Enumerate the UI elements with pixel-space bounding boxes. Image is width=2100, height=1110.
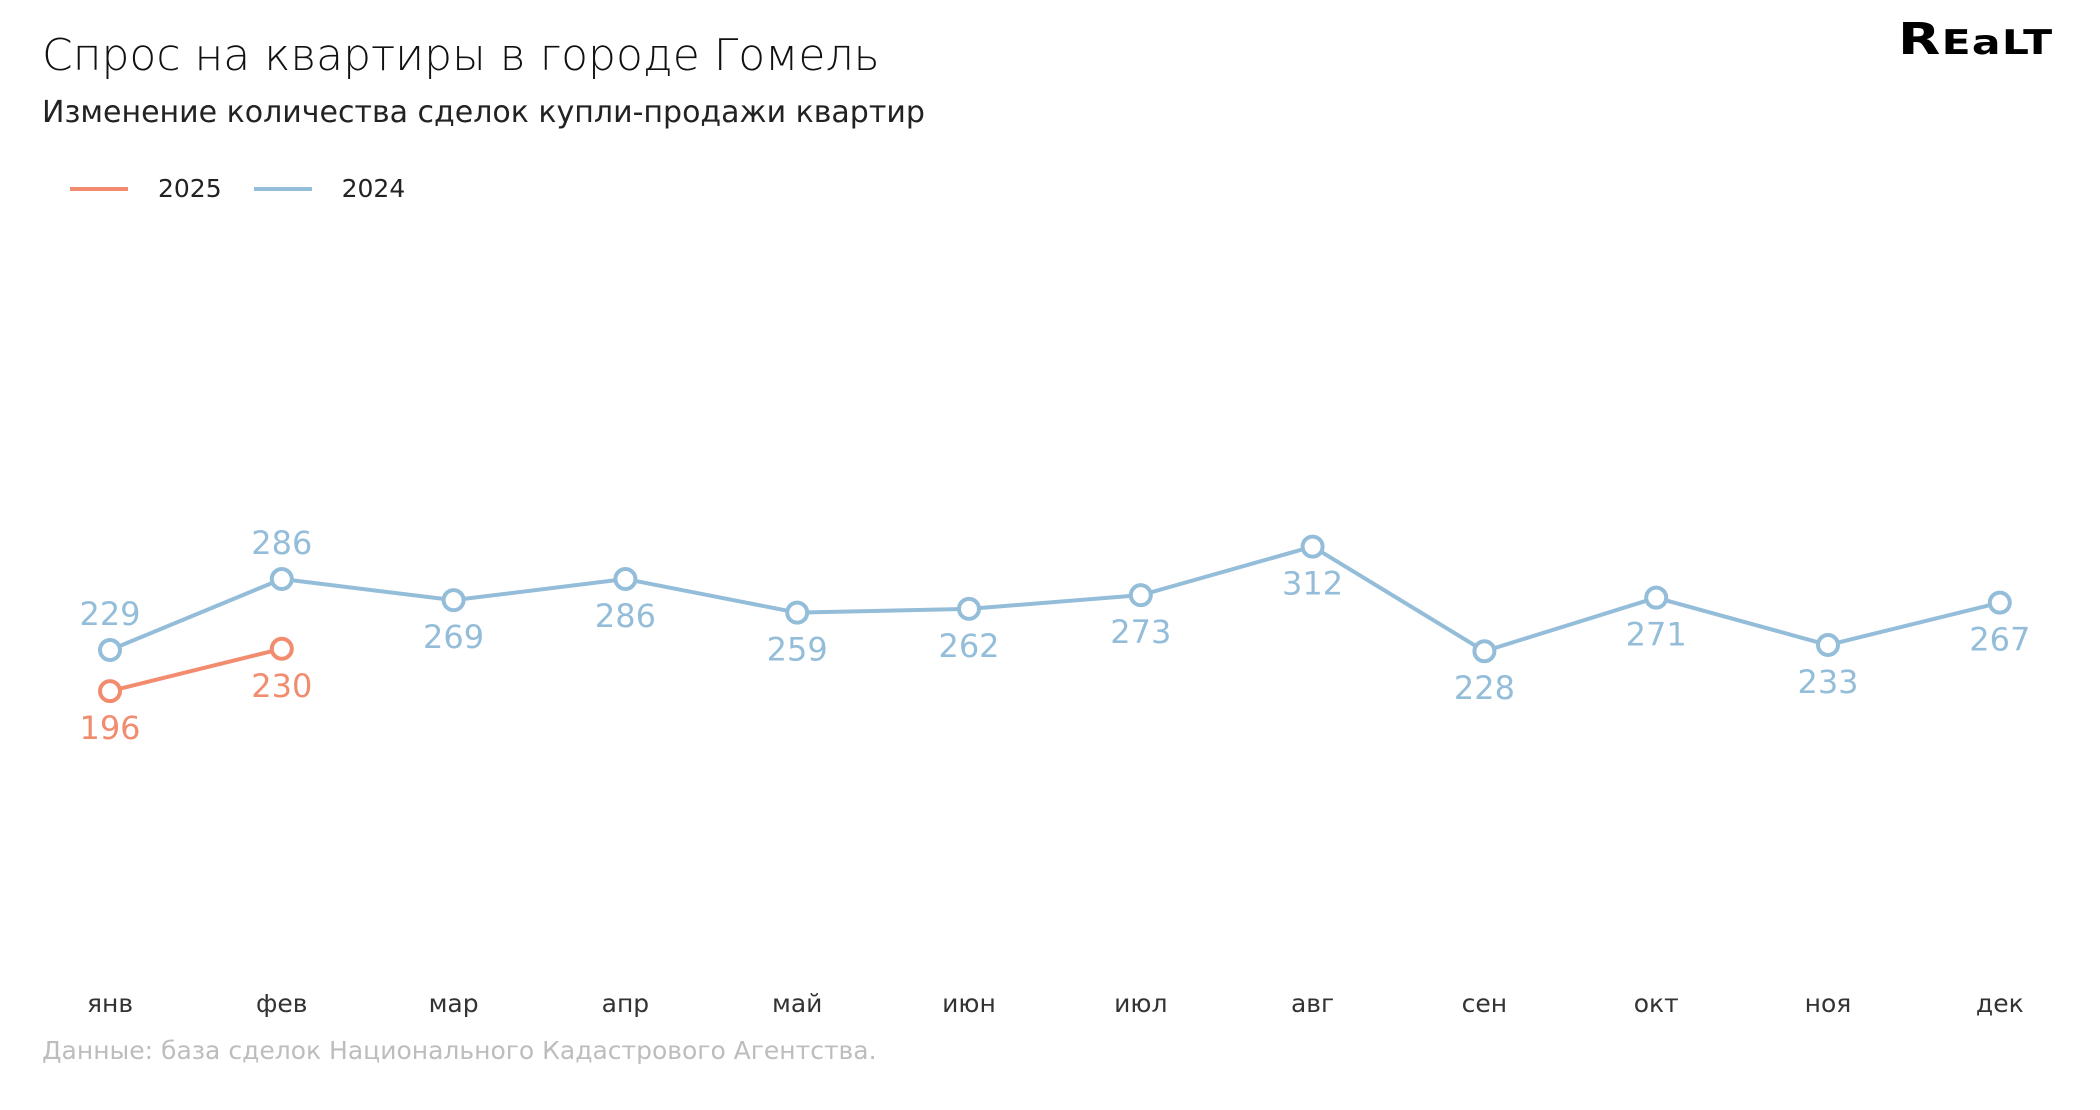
- x-tick-label: сен: [1462, 989, 1507, 1018]
- data-label-2024: 312: [1282, 565, 1343, 603]
- data-point-2024: [1300, 534, 1325, 559]
- x-tick-label: июн: [942, 989, 996, 1018]
- data-point-2024: [1644, 585, 1669, 610]
- x-tick-label: дек: [1976, 989, 2024, 1018]
- chart-title: Спрос на квартиры в городе Гомель: [42, 30, 880, 81]
- data-point-2024: [613, 566, 638, 591]
- data-point-2025: [269, 636, 294, 661]
- data-point-2025: [98, 679, 122, 704]
- data-point-2024: [1816, 633, 1840, 658]
- data-label-2024: 269: [423, 618, 484, 656]
- x-tick-label: мар: [429, 989, 479, 1018]
- legend: 2025 2024: [70, 174, 437, 203]
- legend-label-2025: 2025: [158, 174, 222, 203]
- legend-swatch-2025: [70, 186, 128, 191]
- data-label-2024: 259: [767, 631, 828, 669]
- data-point-2024: [1128, 583, 1153, 608]
- data-label-2024: 262: [938, 627, 999, 665]
- data-point-2024: [441, 588, 466, 613]
- data-label-2025: 196: [79, 709, 140, 747]
- x-tick-label: янв: [87, 989, 133, 1018]
- data-label-2024: 267: [1969, 621, 2030, 659]
- x-tick-label: апр: [602, 989, 650, 1018]
- data-label-2024: 271: [1626, 616, 1687, 654]
- x-tick-label: май: [772, 989, 822, 1018]
- data-label-2024: 229: [79, 595, 140, 633]
- x-tick-label: авг: [1291, 989, 1334, 1018]
- data-point-2024: [98, 638, 122, 662]
- data-label-2024: 286: [251, 524, 312, 562]
- data-point-2024: [269, 566, 294, 591]
- x-tick-label: ноя: [1805, 989, 1852, 1018]
- data-point-2024: [1472, 639, 1497, 664]
- x-tick-label: окт: [1634, 989, 1679, 1018]
- x-tick-label: июл: [1114, 989, 1167, 1018]
- data-label-2024: 233: [1797, 663, 1858, 701]
- data-point-2024: [785, 600, 810, 625]
- series-line-2025: [109, 646, 283, 694]
- data-label-2025: 230: [251, 667, 312, 705]
- data-point-2024: [957, 596, 981, 621]
- data-point-2024: [1987, 590, 2012, 615]
- x-tick-label: фев: [256, 989, 308, 1018]
- chart-subtitle: Изменение количества сделок купли-продаж…: [42, 95, 925, 130]
- source-note: Данные: база сделок Национального Кадаст…: [42, 1036, 877, 1065]
- legend-label-2024: 2024: [341, 174, 406, 203]
- series-line-2024: [109, 544, 2001, 654]
- data-label-2024: 286: [595, 597, 656, 635]
- realt-logo: REaLT: [1898, 14, 2054, 65]
- legend-swatch-2024: [253, 186, 312, 191]
- data-label-2024: 228: [1454, 669, 1515, 707]
- data-label-2024: 273: [1110, 613, 1171, 651]
